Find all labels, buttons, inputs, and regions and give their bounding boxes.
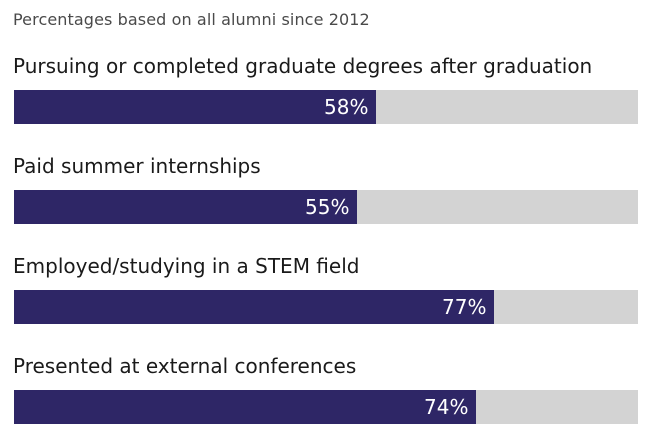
bar-track: 55% (14, 190, 638, 224)
bar (14, 390, 476, 424)
bar (14, 290, 494, 324)
bar (14, 90, 376, 124)
bar-value-label: 58% (324, 95, 369, 119)
bar-track: 74% (14, 390, 638, 424)
bar-category-label: Presented at external conferences (13, 354, 357, 378)
bar-value-label: 55% (305, 195, 350, 219)
bar (14, 190, 357, 224)
chart-subtitle: Percentages based on all alumni since 20… (13, 10, 370, 29)
bar-value-label: 77% (442, 295, 487, 319)
bar-value-label: 74% (424, 395, 469, 419)
bar-category-label: Pursuing or completed graduate degrees a… (13, 54, 593, 78)
bar-track: 58% (14, 90, 638, 124)
bar-category-label: Employed/studying in a STEM field (13, 254, 360, 278)
bar-category-label: Paid summer internships (13, 154, 261, 178)
bar-track: 77% (14, 290, 638, 324)
